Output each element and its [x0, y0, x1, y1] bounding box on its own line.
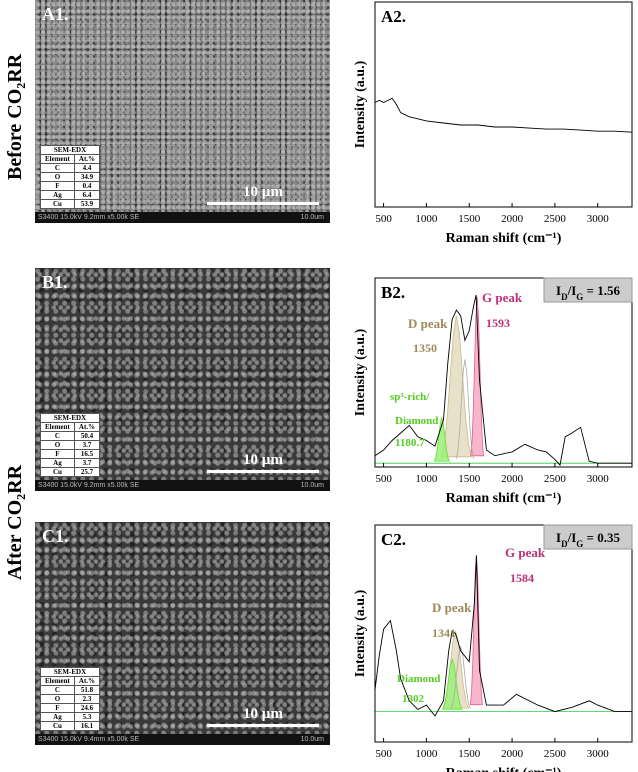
- ratio-part: = 1.56: [583, 283, 620, 298]
- panel-label: B1.: [42, 272, 68, 292]
- x-axis-label: Raman shift (cm⁻¹): [446, 766, 562, 772]
- x-tick-label: 1000: [415, 473, 438, 485]
- x-tick-label: 2500: [544, 748, 567, 760]
- ratio-part: D: [561, 539, 568, 549]
- footer-text: S3400 15.0kV 9.2mm x5.00k SE: [38, 214, 140, 221]
- fit-peak: [433, 416, 450, 462]
- x-tick-label: 1500: [458, 748, 481, 760]
- x-tick-label: 2500: [544, 213, 567, 225]
- scale-bar: [207, 470, 319, 473]
- x-tick-label: 1000: [415, 748, 438, 760]
- x-tick-label: 1000: [415, 213, 438, 225]
- annotation: 1180.7: [395, 437, 425, 449]
- annotation: D peak: [432, 600, 472, 615]
- x-tick-label: 500: [375, 748, 392, 760]
- x-tick-label: 3000: [587, 473, 610, 485]
- x-tick-label: 3000: [587, 748, 610, 760]
- footer: S3400 15.0kV 9.2mm x5.00k SE 10.0um: [35, 480, 330, 491]
- annotation: 1593: [486, 316, 510, 330]
- annotation: D peak: [408, 316, 448, 331]
- edx-row: Cu 53.9: [40, 199, 101, 209]
- edx-table: SEM-EDX Element At.% C 4.4 O 34.9 F 0.4 Ag 6.4 Cu 53…: [39, 145, 101, 209]
- annotation: Diamond: [395, 415, 438, 427]
- scale-bar-label: 10 µm: [243, 706, 283, 722]
- ratio-part: G: [576, 539, 583, 549]
- x-axis-label: Raman shift (cm⁻¹): [446, 491, 562, 506]
- x-tick-label: 1500: [458, 213, 481, 225]
- sem-image: C1. SEM-EDX Element At.% C 51.8 O 2.3 F 24.6 Ag 5.3…: [35, 522, 330, 745]
- edx-table: SEM-EDX Element At.% C 50.4 O 3.7 F 16.5 Ag 3.7 Cu 2…: [39, 413, 101, 477]
- y-axis-label: Intensity (a.u.): [353, 60, 368, 148]
- sem-image: B1. SEM-EDX Element At.% C 50.4 O 3.7 F 16.5 Ag 3.7…: [35, 268, 330, 491]
- x-tick-label: 2000: [501, 213, 524, 225]
- ratio-part: = 0.35: [583, 530, 620, 545]
- edx-table: SEM-EDX Element At.% C 51.8 O 2.3 F 24.6 Ag 5.3 Cu 1…: [39, 667, 101, 731]
- x-tick-label: 3000: [587, 213, 610, 225]
- panel-label: A2.: [381, 7, 406, 26]
- scale-bar-label: 10 µm: [243, 452, 283, 468]
- y-axis-label: Intensity (a.u.): [353, 589, 368, 677]
- x-tick-label: 1500: [458, 473, 481, 485]
- spectrum-line: [456, 359, 474, 459]
- panel-label: C2.: [381, 530, 406, 549]
- annotation: 1302: [402, 693, 425, 705]
- footer-scale: 10.0um: [300, 482, 324, 489]
- x-tick-label: 500: [375, 473, 392, 485]
- annotation: 1350: [413, 341, 437, 355]
- annotation: G peak: [505, 545, 546, 560]
- x-tick-label: 2000: [501, 748, 524, 760]
- footer-scale: 10.0um: [300, 214, 324, 221]
- spectrum-line: [374, 97, 633, 133]
- ratio-box: [543, 277, 633, 303]
- x-tick-label: 2000: [501, 473, 524, 485]
- plot-frame: [374, 1, 633, 208]
- scale-bar-label: 10 µm: [243, 184, 283, 200]
- footer-text: S3400 15.0kV 9.4mm x5.00k SE: [38, 736, 140, 743]
- annotation: 1584: [510, 571, 534, 585]
- x-tick-label: 2500: [544, 473, 567, 485]
- annotation: G peak: [482, 290, 523, 305]
- annotation: Diamond: [397, 673, 440, 685]
- ratio-box: [543, 524, 633, 550]
- ratio-part: I: [556, 283, 561, 298]
- edx-row: Cu 25.7: [40, 467, 101, 477]
- footer: S3400 15.0kV 9.2mm x5.00k SE 10.0um: [35, 212, 330, 223]
- sem-image: A1. SEM-EDX Element At.% C 4.4 O 34.9 F 0.4 Ag 6.4 C…: [35, 0, 330, 223]
- ratio-part: /I: [567, 283, 577, 298]
- annotation: sp³-rich/: [390, 391, 430, 403]
- ratio-label: ID/IG = 1.56: [556, 283, 620, 302]
- plot-frame: [374, 524, 633, 743]
- footer: S3400 15.0kV 9.4mm x5.00k SE 10.0um: [35, 734, 330, 745]
- ratio-part: /I: [567, 530, 577, 545]
- ratio-part: G: [576, 292, 583, 302]
- spectrum-line: [374, 555, 632, 717]
- annotation: 1341: [432, 626, 456, 640]
- ratio-label: ID/IG = 0.35: [556, 530, 620, 549]
- x-axis-label: Raman shift (cm⁻¹): [446, 231, 562, 246]
- plot-frame: [374, 277, 633, 468]
- fit-peak: [441, 658, 463, 710]
- scale-bar: [207, 202, 319, 205]
- y-axis-label: Intensity (a.u.): [353, 328, 368, 416]
- footer-scale: 10.0um: [300, 736, 324, 743]
- fit-peak: [470, 296, 485, 457]
- edx-cell: 25.7: [73, 467, 101, 477]
- ratio-part: D: [561, 292, 568, 302]
- ratio-part: I: [556, 530, 561, 545]
- panel-label: B2.: [381, 283, 405, 302]
- spectrum-line: [374, 294, 632, 467]
- footer-text: S3400 15.0kV 9.2mm x5.00k SE: [38, 482, 140, 489]
- x-tick-label: 500: [375, 213, 392, 225]
- edx-cell: 16.1: [73, 721, 101, 731]
- fit-peak: [440, 315, 472, 458]
- edx-cell: 53.9: [73, 199, 101, 209]
- edx-row: Cu 16.1: [40, 721, 101, 731]
- scale-bar: [207, 724, 319, 727]
- panel-label: C1.: [42, 526, 69, 546]
- spectrum-line: [450, 646, 471, 709]
- panel-label: A1.: [42, 4, 69, 24]
